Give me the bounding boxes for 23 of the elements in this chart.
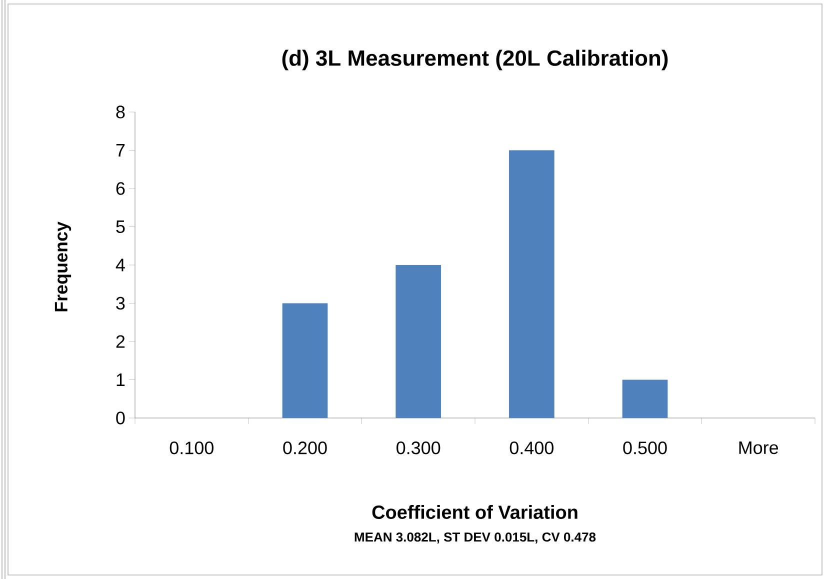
y-tick-label: 5	[116, 220, 125, 234]
y-tick-label: 1	[116, 374, 125, 386]
y-tick-label: 6	[116, 182, 125, 195]
y-tick-label: 2	[116, 335, 125, 348]
x-axis-title: Coefficient of Variation	[372, 505, 578, 519]
chart-title: (d) 3L Measurement (20L Calibration)	[282, 50, 668, 70]
y-tick-label: 4	[116, 258, 125, 272]
y-axis-title: Frequency	[54, 222, 72, 312]
text: MEAN 3.082L, ST DEV 0.015L, CV 0.478	[354, 532, 596, 544]
bar	[282, 303, 328, 418]
bar	[396, 265, 442, 418]
y-tick-label: 3	[116, 296, 125, 310]
y-tick-label: 0	[116, 412, 125, 424]
x-tick-label: 0.100	[170, 442, 214, 454]
x-tick-label: More	[739, 442, 778, 454]
bar	[509, 150, 554, 418]
y-tick-label: 7	[116, 144, 125, 156]
x-tick-label: 0.400	[510, 442, 554, 454]
x-tick-label: 0.500	[623, 442, 667, 454]
x-tick-label: 0.300	[396, 442, 440, 454]
y-tick-label: 8	[116, 106, 125, 118]
x-tick-label: 0.200	[283, 442, 327, 454]
bar	[622, 380, 668, 418]
